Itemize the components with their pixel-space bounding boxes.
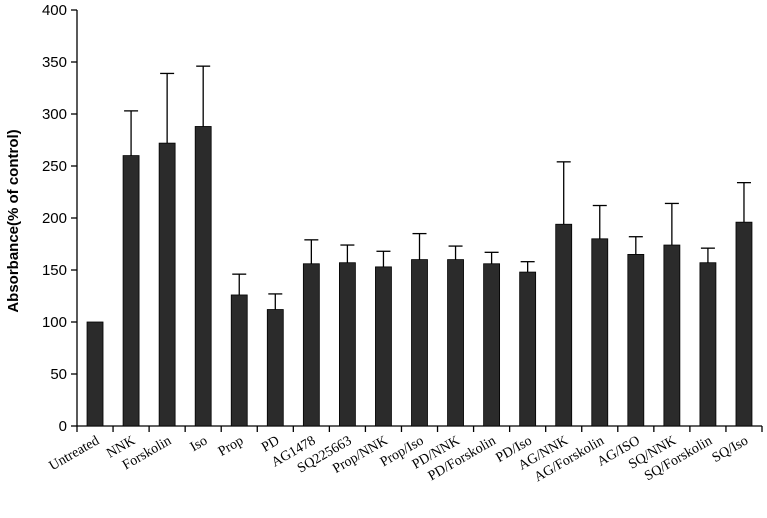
bar bbox=[86, 321, 104, 427]
bar bbox=[735, 221, 753, 427]
y-tick-label: 250 bbox=[42, 158, 67, 175]
x-tick-label: Prop bbox=[216, 433, 246, 459]
y-tick-label: 350 bbox=[42, 54, 67, 71]
y-tick-label: 300 bbox=[42, 106, 67, 123]
bar bbox=[302, 263, 320, 427]
bar bbox=[483, 263, 501, 427]
bar bbox=[194, 126, 212, 427]
y-tick-label: 200 bbox=[42, 210, 67, 227]
y-tick-label: 50 bbox=[50, 366, 67, 383]
bars bbox=[86, 126, 753, 427]
x-tick-label: Untreated bbox=[47, 433, 102, 474]
y-tick-label: 100 bbox=[42, 314, 67, 331]
bar bbox=[338, 262, 356, 427]
bar bbox=[447, 259, 464, 427]
y-tick-label: 400 bbox=[42, 2, 67, 19]
error-bars bbox=[124, 65, 751, 310]
bar bbox=[122, 155, 140, 427]
y-ticks: 0 50 100 150 200 250 300 350 400 bbox=[42, 2, 77, 435]
y-tick-label: 0 bbox=[59, 418, 67, 435]
x-tick-label: Iso bbox=[188, 433, 210, 455]
bar bbox=[555, 223, 573, 427]
bar bbox=[699, 262, 717, 427]
bar bbox=[411, 259, 428, 427]
x-tick-label: SQ/Iso bbox=[710, 433, 751, 465]
y-axis-label: Absorbance(% of control) bbox=[5, 129, 22, 312]
bar bbox=[158, 142, 176, 427]
bar bbox=[663, 244, 681, 427]
y-tick-label: 150 bbox=[42, 262, 67, 279]
bar bbox=[519, 271, 537, 427]
bar bbox=[266, 309, 284, 427]
bar bbox=[591, 238, 609, 427]
x-ticks bbox=[76, 426, 763, 432]
bar bbox=[230, 294, 248, 427]
bar bbox=[375, 266, 392, 427]
bar bbox=[627, 253, 645, 427]
